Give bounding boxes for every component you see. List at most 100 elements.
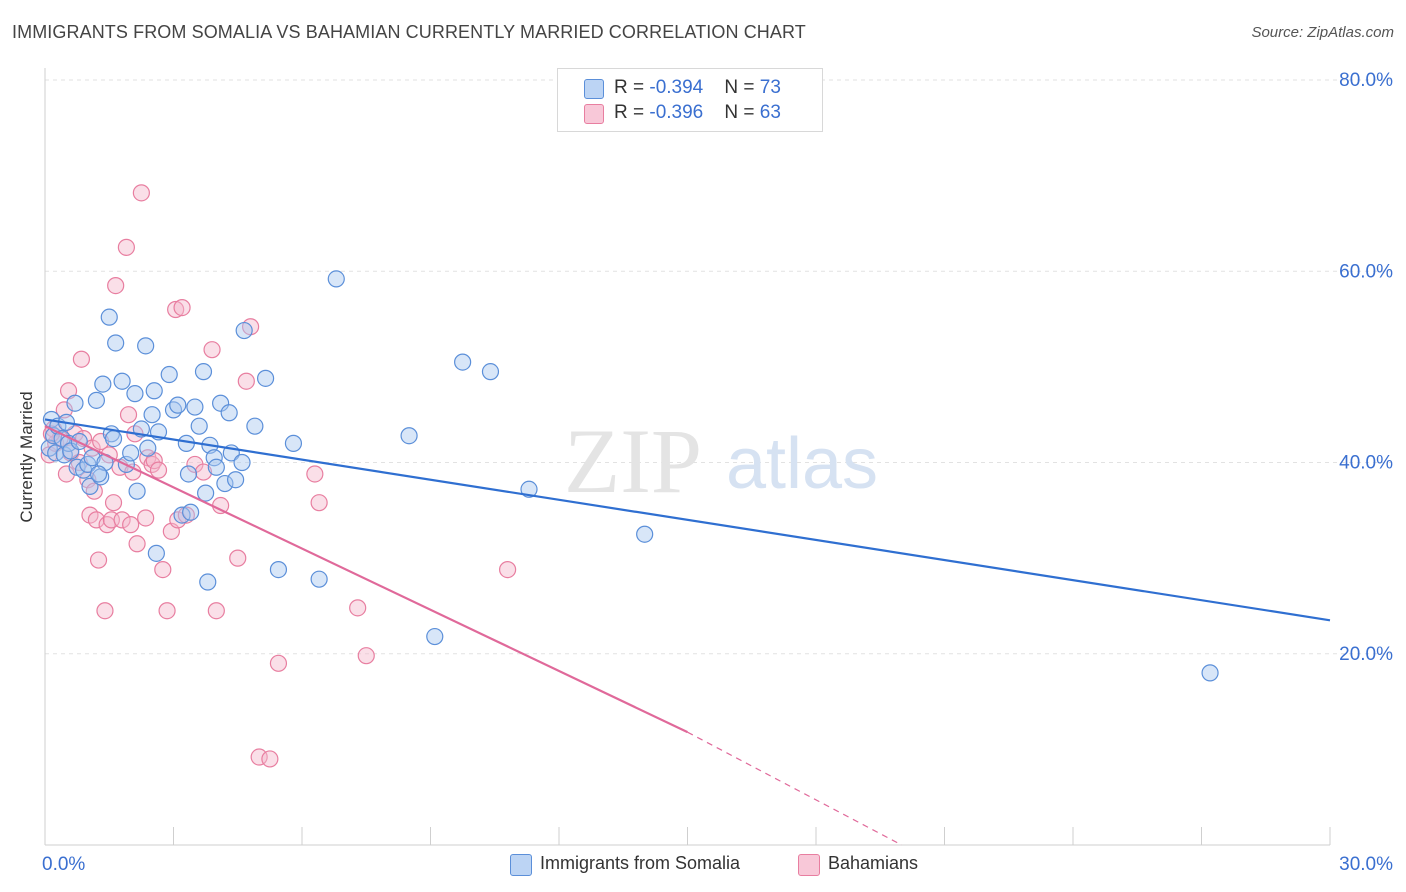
point-somalia <box>520 480 538 498</box>
point-somalia <box>81 477 99 496</box>
axes <box>44 68 1331 846</box>
watermark-atlas: atlas <box>726 424 878 504</box>
point-somalia <box>137 337 155 355</box>
y-tick-label: 60.0% <box>1339 261 1393 282</box>
y-tick-label: 40.0% <box>1339 453 1393 474</box>
point-somalia <box>227 471 245 489</box>
point-somalia <box>179 465 198 483</box>
point-somalia <box>212 394 230 412</box>
y-tick-label: 20.0% <box>1339 644 1393 665</box>
point-bahamians <box>72 350 91 368</box>
n-label: N = <box>724 77 760 98</box>
point-bahamians <box>128 535 146 553</box>
point-somalia <box>246 417 264 435</box>
point-somalia <box>139 439 157 457</box>
point-somalia <box>197 484 215 502</box>
point-somalia <box>128 482 146 500</box>
point-bahamians <box>119 406 138 424</box>
trend-lines <box>44 418 1331 846</box>
point-bahamians <box>212 496 230 515</box>
point-somalia <box>199 573 217 591</box>
legend-swatch-somalia <box>510 854 532 876</box>
point-somalia <box>89 465 108 483</box>
legend-stats-bahamians: R = -0.396 N = 63 <box>614 102 781 124</box>
point-somalia <box>182 503 200 521</box>
point-bahamians <box>107 276 125 295</box>
legend-swatch-bahamians <box>798 854 820 876</box>
chart-title: IMMIGRANTS FROM SOMALIA VS BAHAMIAN CURR… <box>12 22 806 42</box>
point-bahamians <box>113 511 131 529</box>
point-somalia <box>269 560 288 579</box>
point-bahamians <box>117 238 135 256</box>
point-bahamians <box>104 494 123 512</box>
source-label: Source: ZipAtlas.com <box>1251 24 1394 41</box>
point-somalia <box>160 365 178 384</box>
point-somalia <box>100 308 118 326</box>
point-bahamians <box>122 516 140 534</box>
series-somalia <box>40 270 1219 682</box>
point-bahamians <box>194 463 213 481</box>
point-bahamians <box>154 560 172 579</box>
point-bahamians <box>96 602 114 620</box>
r-label: R = <box>614 102 650 123</box>
point-somalia <box>122 444 140 462</box>
point-bahamians <box>250 748 268 766</box>
legend-swatch-bahamians <box>584 104 604 124</box>
n-value: 73 <box>759 77 781 98</box>
point-somalia <box>94 375 112 393</box>
y-tick-labels: 20.0% 40.0% 60.0% 80.0% <box>1339 70 1393 665</box>
point-somalia <box>107 334 125 352</box>
point-somalia <box>126 385 144 403</box>
point-somalia <box>220 404 238 422</box>
point-bahamians <box>229 549 247 567</box>
r-label: R = <box>614 77 650 98</box>
point-somalia <box>235 321 253 340</box>
point-somalia <box>426 627 444 646</box>
point-bahamians <box>269 654 288 672</box>
correlation-legend: R = -0.394 N = 73 R = -0.396 N = 63 <box>557 68 823 132</box>
x-tick-label-max: 30.0% <box>1339 854 1393 875</box>
point-somalia <box>62 442 80 460</box>
trend-line-bahamians-extension <box>687 731 902 846</box>
point-bahamians <box>137 509 155 527</box>
point-somalia <box>143 406 161 424</box>
point-bahamians <box>149 461 168 479</box>
point-somalia <box>216 474 234 493</box>
watermark-zip: ZIP <box>564 410 702 512</box>
point-somalia <box>284 434 303 452</box>
point-bahamians <box>306 465 324 483</box>
point-bahamians <box>158 602 176 620</box>
trend-line-somalia <box>44 418 1331 622</box>
point-bahamians <box>499 560 517 579</box>
point-somalia <box>169 396 187 414</box>
point-somalia <box>113 372 131 390</box>
point-somalia <box>104 429 123 448</box>
point-somalia <box>186 398 204 416</box>
point-somalia <box>454 353 472 371</box>
point-somalia <box>190 417 208 435</box>
point-bahamians <box>57 465 76 483</box>
y-tick-label: 80.0% <box>1339 70 1393 91</box>
point-somalia <box>147 544 165 562</box>
point-bahamians <box>55 401 73 419</box>
point-somalia <box>207 458 225 476</box>
point-somalia <box>87 391 106 409</box>
point-somalia <box>636 525 654 543</box>
point-somalia <box>310 570 328 588</box>
point-somalia <box>400 427 418 445</box>
legend-label-bahamians: Bahamians <box>828 853 919 873</box>
legend-label-somalia: Immigrants from Somalia <box>540 853 741 873</box>
point-bahamians <box>203 341 221 359</box>
point-bahamians <box>237 372 255 390</box>
legend-swatch-somalia <box>584 79 604 99</box>
n-label: N = <box>724 102 760 123</box>
x-tick-labels: 0.0% 30.0% <box>42 854 1393 875</box>
point-somalia <box>145 382 163 400</box>
point-bahamians <box>173 298 191 317</box>
watermark: ZIP atlas <box>564 410 878 512</box>
r-value: -0.396 <box>649 102 704 123</box>
point-somalia <box>233 453 251 472</box>
trend-line-bahamians <box>44 425 688 734</box>
point-bahamians <box>167 300 185 319</box>
